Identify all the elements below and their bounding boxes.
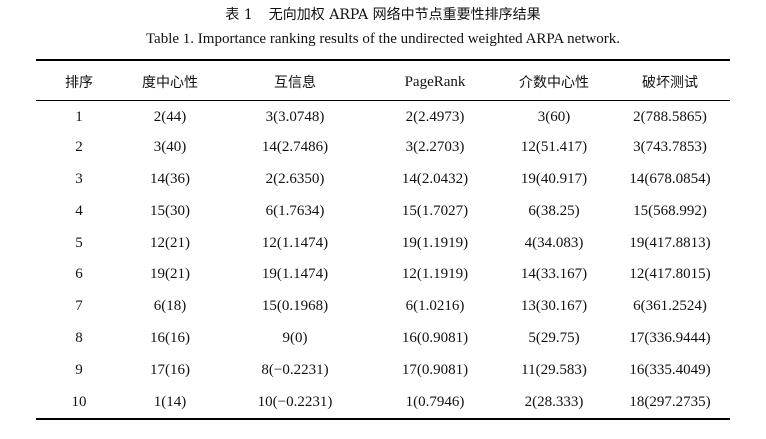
column-header-betweenness-centrality: 介数中心性 (519, 75, 589, 91)
cell-pagerank: 3(2.2703) (405, 139, 465, 156)
cell-pagerank: 6(1.0216) (405, 298, 465, 315)
cell-betweenness-centrality: 11(29.583) (521, 361, 587, 378)
table-header-rule (36, 100, 730, 101)
cell-pagerank: 17(0.9081) (401, 361, 469, 378)
cell-destruction-test: 6(361.2524) (633, 298, 707, 315)
cell-betweenness-centrality: 6(38.25) (528, 202, 580, 219)
table-row: 1 2(44) 3(3.0748) 2(2.4973) 3(60) 2(788.5865) (36, 100, 730, 132)
cell-destruction-test: 3(743.7853) (633, 139, 707, 156)
column-header-pagerank: PageRank (404, 73, 466, 90)
cell-rank: 1 (75, 109, 83, 126)
cell-betweenness-centrality: 13(30.167) (520, 298, 588, 315)
column-header-mutual-information: 互信息 (274, 75, 316, 91)
cell-betweenness-centrality: 19(40.917) (520, 170, 588, 187)
table-top-rule (36, 59, 730, 61)
table-title-chinese: 无向加权 ARPA 网络中节点重要性排序结果 (268, 7, 541, 23)
cell-mutual-information: 12(1.1474) (261, 234, 329, 251)
cell-rank: 6 (75, 266, 83, 283)
table-caption-english: Table 1. Importance ranking results of t… (145, 31, 621, 47)
cell-degree-centrality: 14(36) (150, 170, 190, 187)
cell-destruction-test: 2(788.5865) (633, 109, 707, 126)
cell-rank: 4 (75, 202, 83, 219)
cell-betweenness-centrality: 12(51.417) (520, 139, 588, 156)
table-row: 7 6(18) 15(0.1968) 6(1.0216) 13(30.167) 6(361… (36, 291, 730, 323)
cell-pagerank: 15(1.7027) (401, 202, 469, 219)
cell-rank: 8 (75, 329, 83, 346)
cell-degree-centrality: 17(16) (150, 361, 190, 378)
cell-betweenness-centrality: 14(33.167) (520, 266, 588, 283)
cell-destruction-test: 15(568.992) (633, 202, 707, 219)
column-header-destruction-test: 破坏测试 (642, 75, 698, 91)
cell-mutual-information: 10(−0.2231) (257, 393, 333, 410)
table-row: 5 12(21) 12(1.1474) 19(1.1919) 4(34.083) 19(4… (36, 227, 730, 259)
cell-destruction-test: 14(678.0854) (629, 170, 711, 187)
table-row: 3 14(36) 2(2.6350) 14(2.0432) 19(40.917) 14(6… (36, 164, 730, 196)
table-header-row: 排序 度中心性 互信息 PageRank 介数中心性 破坏测试 (36, 64, 730, 100)
table-row: 6 19(21) 19(1.1474) 12(1.1919) 14(33.167) 12(… (36, 259, 730, 291)
cell-degree-centrality: 19(21) (150, 266, 190, 283)
cell-mutual-information: 14(2.7486) (261, 139, 329, 156)
table-row: 9 17(16) 8(−0.2231) 17(0.9081) 11(29.583) 16(… (36, 354, 730, 386)
cell-pagerank: 14(2.0432) (401, 170, 469, 187)
cell-betweenness-centrality: 5(29.75) (528, 329, 580, 346)
cell-degree-centrality: 1(14) (153, 393, 187, 410)
cell-rank: 7 (75, 298, 83, 315)
cell-destruction-test: 19(417.8813) (629, 234, 711, 251)
cell-mutual-information: 19(1.1474) (261, 266, 329, 283)
cell-destruction-test: 18(297.2735) (629, 393, 711, 410)
cell-betweenness-centrality: 4(34.083) (524, 234, 584, 251)
cell-mutual-information: 2(2.6350) (265, 170, 325, 187)
table-row: 10 1(14) 10(−0.2231) 1(0.7946) 2(28.333) 18(2… (36, 386, 730, 418)
cell-mutual-information: 15(0.1968) (261, 298, 329, 315)
cell-betweenness-centrality: 2(28.333) (524, 393, 584, 410)
cell-mutual-information: 3(3.0748) (265, 109, 325, 126)
table-body: 1 2(44) 3(3.0748) 2(2.4973) 3(60) 2(788.5865)… (36, 100, 730, 418)
cell-rank: 9 (75, 361, 83, 378)
cell-mutual-information: 9(0) (282, 329, 308, 346)
table-row: 8 16(16) 9(0) 16(0.9081) 5(29.75) 17(336.9444… (36, 323, 730, 355)
cell-pagerank: 12(1.1919) (401, 266, 469, 283)
cell-degree-centrality: 15(30) (150, 202, 190, 219)
cell-rank: 3 (75, 170, 83, 187)
cell-degree-centrality: 16(16) (150, 329, 190, 346)
cell-degree-centrality: 3(40) (153, 139, 187, 156)
cell-rank: 10 (71, 393, 87, 410)
cell-rank: 5 (75, 234, 83, 251)
cell-betweenness-centrality: 3(60) (537, 109, 571, 126)
table-caption-chinese: 表 1 无向加权 ARPA 网络中节点重要性排序结果 (0, 6, 766, 24)
table-row: 2 3(40) 14(2.7486) 3(2.2703) 12(51.417) 3(743… (36, 132, 730, 164)
cell-destruction-test: 17(336.9444) (629, 329, 711, 346)
cell-pagerank: 19(1.1919) (401, 234, 469, 251)
cell-pagerank: 16(0.9081) (401, 329, 469, 346)
cell-degree-centrality: 6(18) (153, 298, 187, 315)
cell-pagerank: 1(0.7946) (405, 393, 465, 410)
column-header-rank: 排序 (65, 75, 93, 91)
cell-pagerank: 2(2.4973) (405, 109, 465, 126)
cell-mutual-information: 8(−0.2231) (261, 361, 329, 378)
ranking-table: 排序 度中心性 互信息 PageRank 介数中心性 破坏测试 1 2(44) 3(… (36, 64, 730, 418)
cell-destruction-test: 16(335.4049) (629, 361, 711, 378)
table-row: 4 15(30) 6(1.7634) 15(1.7027) 6(38.25) 15(568… (36, 195, 730, 227)
cell-mutual-information: 6(1.7634) (265, 202, 325, 219)
cell-degree-centrality: 12(21) (150, 234, 190, 251)
cell-destruction-test: 12(417.8015) (629, 266, 711, 283)
cell-rank: 2 (75, 139, 83, 156)
column-header-degree-centrality: 度中心性 (142, 75, 198, 91)
table-number: 表 1 (225, 7, 253, 23)
cell-degree-centrality: 2(44) (153, 109, 187, 126)
table-bottom-rule (36, 418, 730, 420)
